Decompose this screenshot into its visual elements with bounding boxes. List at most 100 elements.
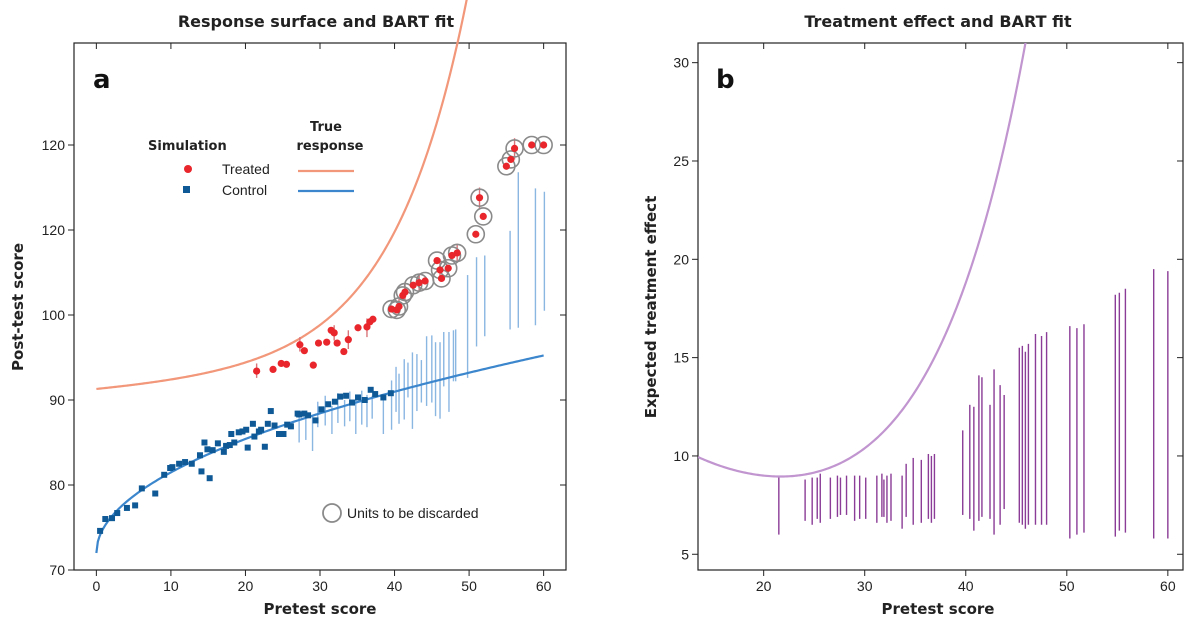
control-point (97, 527, 104, 534)
treated-point (540, 141, 548, 149)
treated-point (507, 155, 515, 164)
control-point (258, 426, 265, 433)
control-point (182, 459, 189, 466)
control-point (349, 399, 356, 406)
control-point (109, 515, 116, 522)
treated-point (314, 339, 323, 347)
treated-point (269, 365, 277, 373)
y-tick-label: 80 (49, 477, 65, 493)
treatment-effect-curve (698, 43, 1027, 478)
panel-a-letter: a (93, 65, 111, 95)
control-point (102, 516, 109, 522)
y-tick-label: 25 (673, 153, 689, 169)
control-point (138, 485, 145, 492)
control-point (244, 444, 251, 451)
control-point (188, 460, 195, 467)
legend-control-label: Control (222, 182, 267, 198)
x-tick-label: 20 (238, 578, 254, 594)
discard-ring (466, 224, 486, 244)
control-point (123, 504, 130, 511)
control-point (169, 464, 176, 471)
x-tick-label: 40 (958, 578, 974, 594)
control-point (201, 439, 208, 446)
panel-a-legend: Simulation True response Treated Control… (148, 120, 479, 523)
legend-true-header-line1: True (310, 120, 342, 135)
treated-point (330, 329, 338, 337)
control-point (276, 431, 282, 437)
legend-treated-marker (184, 165, 192, 173)
x-tick-label: 10 (163, 578, 179, 594)
control-point (305, 412, 312, 419)
discard-ring (470, 188, 489, 207)
x-tick-label: 60 (536, 578, 552, 594)
control-point (196, 452, 203, 459)
x-tick-label: 40 (387, 578, 403, 594)
treated-point (253, 367, 261, 375)
control-point (312, 417, 319, 424)
control-point (223, 442, 230, 449)
panel-a-title: Response surface and BART fit (178, 12, 455, 31)
treated-point (300, 347, 308, 355)
control-point (267, 408, 274, 415)
y-tick-label: 90 (49, 392, 65, 408)
control-point (261, 443, 268, 450)
control-point (198, 468, 205, 475)
control-point (132, 502, 139, 509)
discard-ring (473, 207, 493, 226)
treated-point (510, 144, 519, 152)
treated-point (444, 264, 452, 272)
treated-point (436, 266, 444, 274)
control-point (372, 391, 379, 398)
treated-point (323, 338, 331, 346)
control-point (206, 475, 213, 482)
treated-point (415, 279, 423, 287)
control-point (284, 421, 291, 428)
x-tick-label: 20 (756, 578, 772, 594)
control-point (220, 448, 227, 455)
control-point (176, 460, 183, 467)
treated-point (333, 339, 341, 347)
legend-discard-ring (322, 503, 342, 523)
discard-ring (447, 243, 467, 263)
control-point (161, 471, 168, 478)
y-tick-label: 120 (42, 222, 66, 238)
panel-b-letter: b (716, 65, 735, 95)
treated-point (437, 274, 446, 283)
panel-b-x-axis-label: Pretest score (882, 600, 995, 618)
legend-discard-label: Units to be discarded (347, 505, 479, 521)
control-point (331, 398, 338, 405)
treated-point (453, 249, 461, 257)
treated-point (395, 302, 403, 311)
treated-point (528, 141, 536, 149)
control-point (209, 447, 216, 454)
control-point (318, 406, 325, 413)
control-point (264, 420, 271, 427)
treated-point (502, 162, 510, 170)
y-tick-label: 70 (49, 562, 65, 578)
legend-simulation-header: Simulation (148, 139, 227, 154)
control-point (380, 394, 387, 401)
treated-point (479, 212, 487, 220)
y-tick-label: 100 (42, 307, 66, 323)
control-point (152, 490, 159, 497)
legend-treated-label: Treated (222, 161, 270, 177)
control-point (226, 442, 233, 449)
legend-true-header-line2: response (296, 139, 363, 154)
y-tick-label: 30 (673, 55, 689, 71)
x-tick-label: 50 (461, 578, 477, 594)
control-point (114, 510, 121, 517)
y-tick-label: 5 (681, 546, 689, 562)
control-point (280, 431, 287, 437)
control-point (243, 426, 250, 433)
control-point (228, 431, 235, 437)
treated-point (369, 315, 377, 323)
treated-point (282, 360, 291, 368)
control-point (235, 429, 242, 436)
discard-ring (501, 150, 521, 169)
control-point (231, 439, 238, 446)
control-point (249, 420, 256, 427)
y-tick-label: 20 (673, 251, 689, 267)
treated-point (401, 288, 409, 296)
control-point (296, 411, 303, 418)
panel-a-y-axis-label: Post-test score (9, 243, 27, 371)
